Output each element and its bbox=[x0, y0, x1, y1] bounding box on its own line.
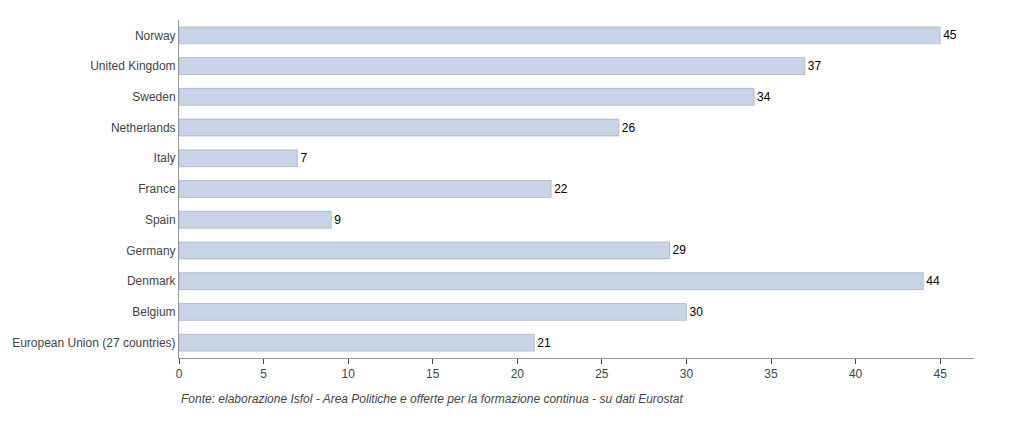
svg-text:20: 20 bbox=[511, 367, 525, 381]
svg-text:Germany: Germany bbox=[126, 244, 175, 258]
svg-text:29: 29 bbox=[673, 243, 687, 257]
svg-text:34: 34 bbox=[757, 90, 771, 104]
svg-text:35: 35 bbox=[764, 367, 778, 381]
svg-text:45: 45 bbox=[933, 367, 947, 381]
svg-text:5: 5 bbox=[260, 367, 267, 381]
svg-text:Sweden: Sweden bbox=[132, 90, 175, 104]
svg-text:44: 44 bbox=[926, 274, 940, 288]
svg-text:40: 40 bbox=[849, 367, 863, 381]
svg-text:45: 45 bbox=[943, 28, 957, 42]
svg-text:Italy: Italy bbox=[154, 151, 176, 165]
svg-text:21: 21 bbox=[537, 336, 551, 350]
svg-text:Spain: Spain bbox=[145, 213, 176, 227]
svg-text:30: 30 bbox=[689, 305, 703, 319]
svg-text:Fonte: elaborazione Isfol - Ar: Fonte: elaborazione Isfol - Area Politic… bbox=[181, 392, 683, 406]
svg-text:22: 22 bbox=[554, 182, 568, 196]
svg-text:7: 7 bbox=[300, 151, 307, 165]
svg-text:26: 26 bbox=[622, 121, 636, 135]
svg-text:0: 0 bbox=[176, 367, 183, 381]
svg-text:9: 9 bbox=[334, 213, 341, 227]
svg-text:European Union (27 countries): European Union (27 countries) bbox=[12, 336, 175, 350]
svg-text:Denmark: Denmark bbox=[127, 274, 177, 288]
svg-text:Belgium: Belgium bbox=[132, 305, 175, 319]
svg-text:37: 37 bbox=[808, 59, 822, 73]
svg-text:10: 10 bbox=[341, 367, 355, 381]
svg-text:United Kingdom: United Kingdom bbox=[90, 59, 175, 73]
svg-text:25: 25 bbox=[595, 367, 609, 381]
svg-text:30: 30 bbox=[680, 367, 694, 381]
svg-text:Norway: Norway bbox=[135, 29, 176, 43]
svg-text:15: 15 bbox=[426, 367, 440, 381]
svg-text:Netherlands: Netherlands bbox=[111, 121, 176, 135]
svg-text:France: France bbox=[138, 182, 176, 196]
